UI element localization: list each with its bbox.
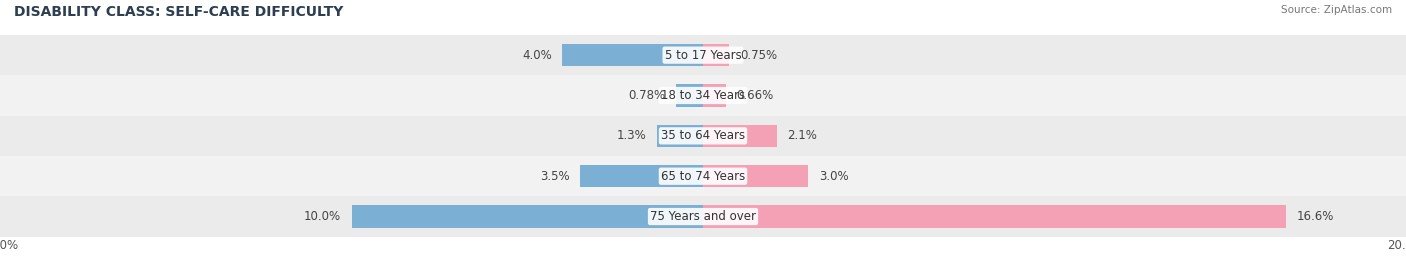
Text: 10.0%: 10.0% <box>304 210 340 223</box>
Bar <box>0 75 1406 116</box>
Bar <box>0 35 1406 75</box>
Text: 18 to 34 Years: 18 to 34 Years <box>661 89 745 102</box>
Text: 3.0%: 3.0% <box>818 170 849 183</box>
Bar <box>0 156 1406 196</box>
Text: 1.3%: 1.3% <box>617 129 647 142</box>
Text: 2.1%: 2.1% <box>787 129 817 142</box>
Text: DISABILITY CLASS: SELF-CARE DIFFICULTY: DISABILITY CLASS: SELF-CARE DIFFICULTY <box>14 5 343 19</box>
Text: 4.0%: 4.0% <box>522 49 551 62</box>
Text: 65 to 74 Years: 65 to 74 Years <box>661 170 745 183</box>
Bar <box>703 125 778 147</box>
Text: Source: ZipAtlas.com: Source: ZipAtlas.com <box>1281 5 1392 15</box>
Bar <box>703 84 725 107</box>
Bar <box>352 206 703 228</box>
Text: 16.6%: 16.6% <box>1298 210 1334 223</box>
Bar <box>703 165 808 187</box>
Bar <box>562 44 703 66</box>
Text: 0.66%: 0.66% <box>737 89 773 102</box>
Text: 0.75%: 0.75% <box>740 49 778 62</box>
Bar <box>703 44 730 66</box>
Bar <box>657 125 703 147</box>
Text: 35 to 64 Years: 35 to 64 Years <box>661 129 745 142</box>
Text: 5 to 17 Years: 5 to 17 Years <box>665 49 741 62</box>
Text: 3.5%: 3.5% <box>540 170 569 183</box>
Bar <box>581 165 703 187</box>
Bar <box>0 116 1406 156</box>
Text: 0.78%: 0.78% <box>628 89 665 102</box>
Bar <box>0 196 1406 237</box>
Bar <box>703 206 1286 228</box>
Text: 75 Years and over: 75 Years and over <box>650 210 756 223</box>
Bar <box>675 84 703 107</box>
